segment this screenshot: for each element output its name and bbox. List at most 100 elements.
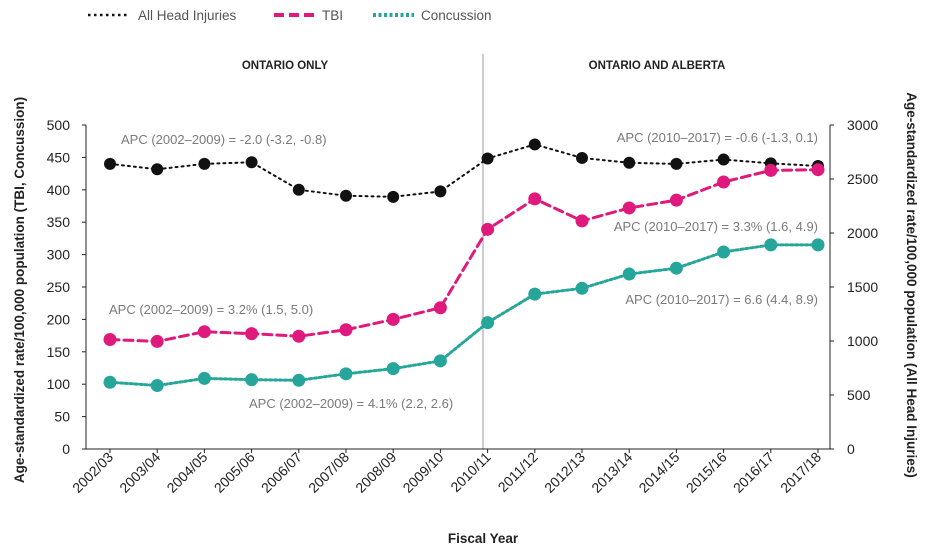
legend-label-concussion: Concussion (421, 8, 492, 23)
point-tbi (197, 325, 211, 339)
right-axis-title: Age-standardized rate/100,000 population… (904, 92, 919, 478)
point-concussion (103, 375, 117, 389)
point-concussion (717, 245, 731, 259)
point-all-head-injuries (481, 152, 494, 165)
point-concussion (339, 367, 353, 381)
x-axis-title: Fiscal Year (448, 531, 519, 546)
series-concussion (103, 238, 825, 392)
point-concussion (197, 371, 211, 385)
x-tick-label: 2017/18 (777, 449, 824, 496)
x-tick-label: 2009/10 (399, 449, 446, 496)
x-tick-label: 2013/14 (588, 449, 635, 496)
point-tbi (103, 332, 117, 346)
legend: All Head Injuries TBI Concussion (88, 8, 492, 23)
series-tbi (103, 163, 825, 348)
x-tick-label: 2014/15 (635, 449, 682, 496)
point-all-head-injuries (576, 151, 588, 164)
region-label-ontario-alberta: ONTARIO AND ALBERTA (589, 60, 726, 72)
right-tick-label: 2500 (847, 171, 878, 187)
left-tick-label: 450 (47, 149, 71, 165)
annotation-concussion-2010-2017: APC (2010–2017) = 6.6 (4.4, 8.9) (625, 292, 818, 307)
x-tick-label: 2002/03 (69, 449, 116, 496)
left-tick-label: 200 (47, 311, 71, 327)
x-tick-label: 2007/08 (305, 449, 352, 496)
point-concussion (292, 373, 306, 387)
point-tbi (528, 192, 542, 206)
point-tbi (717, 175, 731, 189)
x-tick-label: 2008/09 (352, 449, 399, 496)
point-all-head-injuries (151, 163, 164, 176)
annotations: APC (2002–2009) = -2.0 (-3.2, -0.8) APC … (109, 130, 818, 411)
right-tick-label: 2000 (847, 225, 878, 241)
point-all-head-injuries (104, 157, 116, 170)
point-concussion (764, 238, 778, 252)
point-concussion (811, 238, 825, 252)
left-tick-label: 500 (47, 117, 71, 133)
legend-label-all-head-injuries: All Head Injuries (138, 8, 237, 23)
point-all-head-injuries (434, 185, 447, 198)
x-tick-label: 2005/06 (211, 449, 258, 496)
point-concussion (245, 373, 259, 387)
x-tick-label: 2004/05 (163, 449, 210, 496)
point-tbi (245, 327, 259, 341)
point-tbi (481, 222, 495, 236)
left-tick-label: 300 (47, 247, 71, 263)
x-tick-label: 2011/12 (495, 449, 542, 496)
point-tbi (764, 163, 778, 177)
right-tick-label: 1000 (847, 333, 878, 349)
left-y-ticks: 0 50 100 150 200 250 300 350 400 450 500 (47, 117, 86, 457)
annotation-tbi-2010-2017: APC (2010–2017) = 3.3% (1.6, 4.9) (614, 219, 818, 234)
series-line-concussion (108, 243, 820, 387)
left-tick-label: 250 (47, 279, 71, 295)
point-all-head-injuries (245, 156, 258, 169)
series-line-tbi (108, 168, 820, 343)
point-all-head-injuries (387, 190, 400, 203)
left-tick-label: 0 (62, 441, 70, 457)
point-tbi (669, 193, 683, 207)
point-concussion (622, 267, 636, 281)
point-tbi (433, 301, 447, 315)
point-tbi (622, 201, 636, 215)
point-tbi (386, 312, 400, 326)
right-tick-label: 3000 (847, 117, 878, 133)
annotation-all-head-2010-2017: APC (2010–2017) = -0.6 (-1.3, 0.1) (617, 130, 818, 145)
point-concussion (575, 281, 589, 295)
left-tick-label: 350 (47, 214, 71, 230)
left-axis-title: Age-standardized rate/100,000 population… (12, 97, 27, 483)
series-layer (103, 138, 825, 392)
right-tick-label: 1500 (847, 279, 878, 295)
point-all-head-injuries (623, 156, 636, 169)
point-tbi (811, 163, 825, 177)
left-tick-label: 400 (47, 182, 71, 198)
point-tbi (150, 334, 164, 348)
axes (85, 125, 831, 450)
annotation-tbi-2002-2009: APC (2002–2009) = 3.2% (1.5, 5.0) (109, 302, 313, 317)
annotation-concussion-2002-2009: APC (2002–2009) = 4.1% (2.2, 2.6) (249, 396, 453, 411)
point-all-head-injuries (670, 157, 683, 170)
right-tick-label: 500 (847, 387, 871, 403)
point-all-head-injuries (340, 189, 352, 202)
region-label-ontario-only: ONTARIO ONLY (242, 60, 329, 72)
point-concussion (386, 362, 400, 376)
point-tbi (575, 214, 589, 228)
point-concussion (481, 316, 495, 330)
point-all-head-injuries (717, 153, 730, 166)
right-tick-label: 0 (847, 441, 855, 457)
legend-label-tbi: TBI (322, 8, 343, 23)
x-tick-label: 2010/11 (447, 449, 494, 496)
point-all-head-injuries (528, 138, 541, 151)
point-tbi (292, 329, 306, 343)
annotation-all-head-2002-2009: APC (2002–2009) = -2.0 (-3.2, -0.8) (121, 132, 327, 147)
point-concussion (528, 287, 542, 301)
x-tick-label: 2006/07 (258, 449, 305, 496)
x-tick-label: 2016/17 (730, 449, 777, 496)
right-y-ticks: 0 500 1000 1500 2000 2500 3000 (830, 117, 878, 457)
left-tick-label: 100 (47, 376, 71, 392)
series-all-head-injuries (104, 138, 824, 203)
series-line-all-head-injuries (109, 143, 819, 198)
left-tick-label: 150 (47, 344, 71, 360)
point-tbi (339, 323, 353, 337)
x-tick-label: 2012/13 (541, 449, 588, 496)
point-concussion (669, 261, 683, 275)
